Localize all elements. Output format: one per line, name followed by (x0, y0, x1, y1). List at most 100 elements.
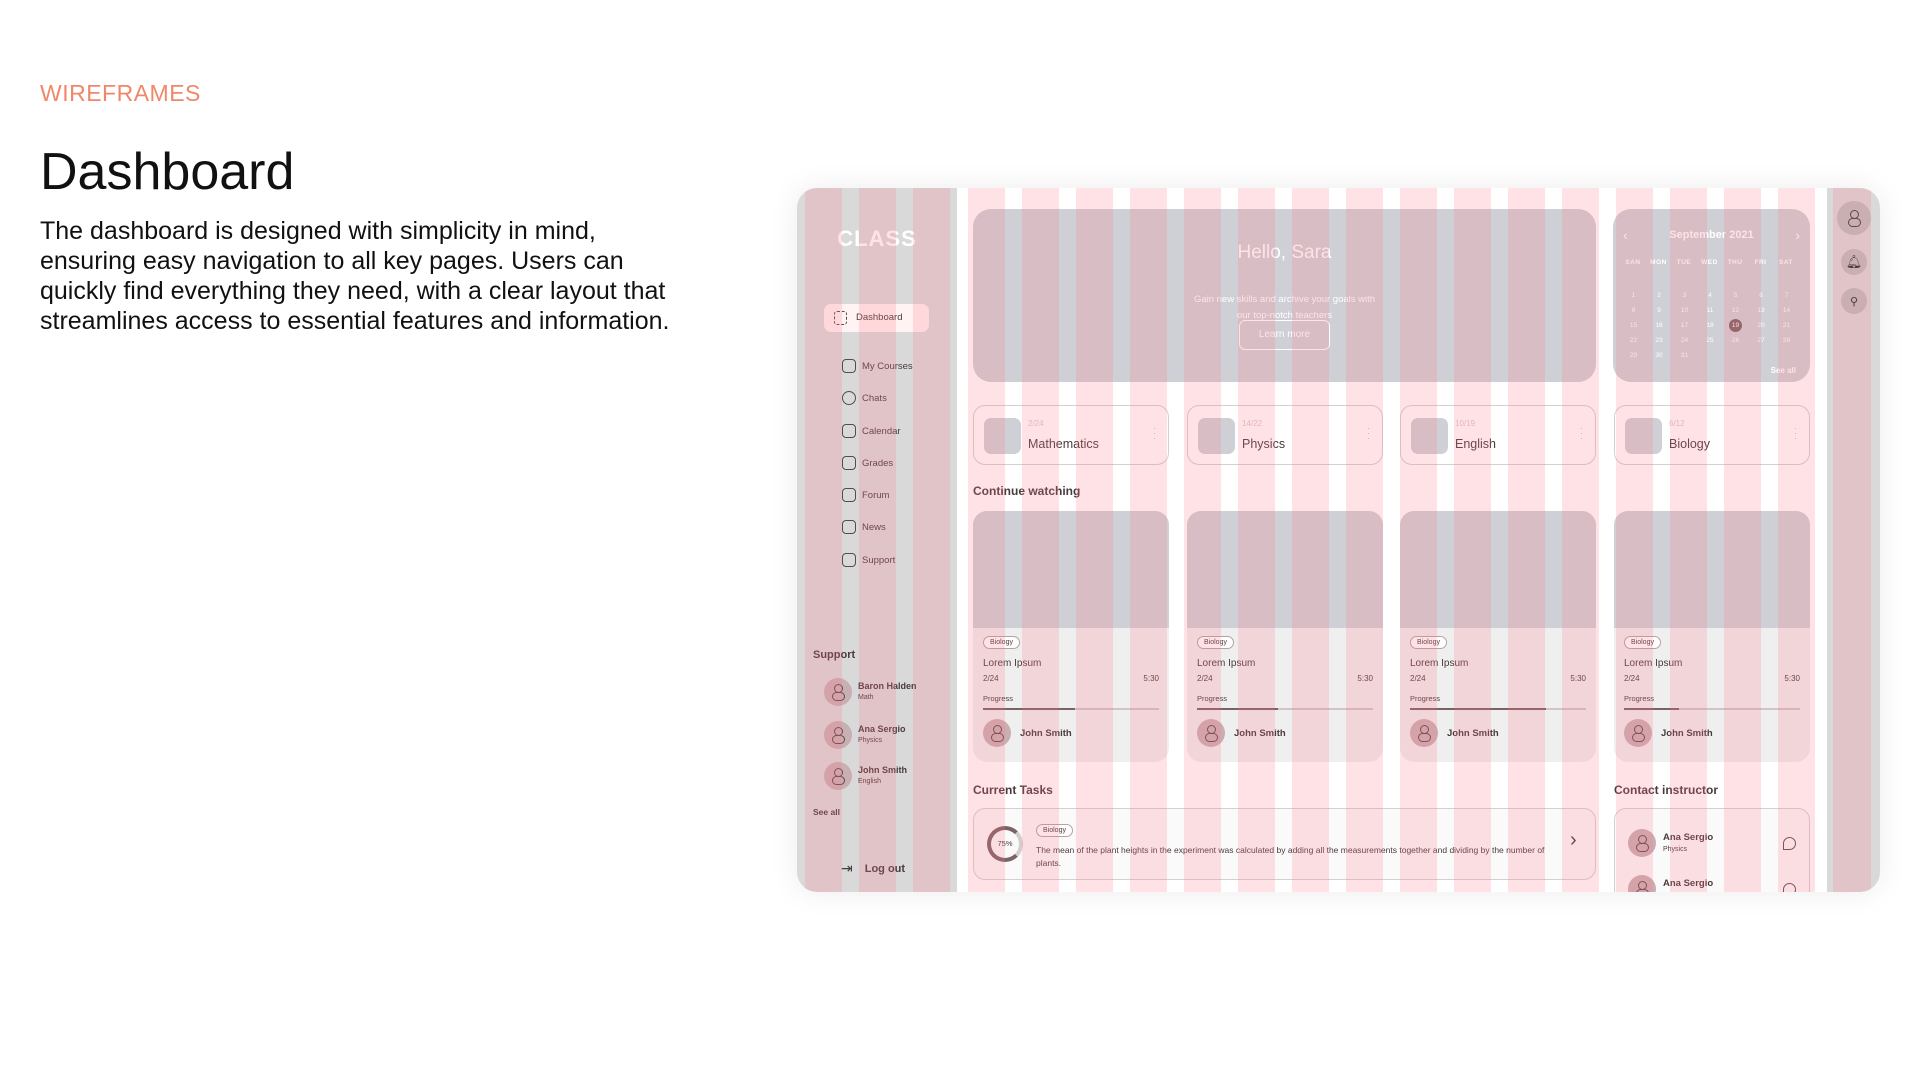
calendar-day[interactable]: 2 (1657, 292, 1661, 299)
dashboard-icon (834, 311, 847, 325)
calendar-day[interactable]: 13 (1757, 307, 1765, 314)
calendar-day[interactable]: 1 (1631, 292, 1636, 299)
calendar-day[interactable]: 23 (1655, 337, 1663, 344)
video-duration: 5:30 (1570, 674, 1586, 683)
sidebar-item-forum[interactable]: Forum (842, 487, 889, 503)
instructor-name: Ana Sergio (1663, 878, 1714, 889)
more-options-icon[interactable]: · · · (1580, 423, 1583, 443)
sidebar-item-label: Grades (862, 457, 894, 469)
sidebar-item-support[interactable]: Support (842, 552, 895, 568)
progress-label: Progress (983, 694, 1014, 703)
calendar-day[interactable]: 27 (1757, 337, 1765, 344)
notifications-button[interactable]: 🔔︎ (1841, 249, 1867, 275)
contact-name: Ana Sergio (858, 724, 906, 734)
support-contact[interactable]: Baron Halden Math (824, 678, 917, 706)
prev-month-icon[interactable]: ‹ (1623, 227, 1628, 243)
calendar-day[interactable]: 14 (1782, 307, 1791, 314)
calendar-day[interactable]: 28 (1782, 337, 1791, 344)
chat-icon (842, 391, 856, 405)
section-kicker: WIREFRAMES (40, 80, 201, 106)
avatar (1624, 719, 1652, 747)
calendar-day[interactable]: 16 (1655, 322, 1663, 329)
learn-more-button[interactable]: Learn more (1239, 320, 1330, 350)
sidebar-item-chats[interactable]: Chats (842, 390, 887, 406)
video-thumbnail (1400, 511, 1596, 628)
hero-banner: Hello, Sara Gain new skills and archive … (973, 209, 1596, 382)
sidebar-item-dashboard[interactable]: Dashboard (824, 304, 929, 332)
avatar (824, 678, 852, 706)
sidebar-item-grades[interactable]: Grades (842, 455, 893, 471)
calendar-day[interactable]: 11 (1706, 307, 1714, 314)
calendar-day[interactable]: 22 (1629, 337, 1638, 344)
contact-subject: Math (858, 694, 874, 701)
calendar-day[interactable]: 20 (1757, 322, 1765, 329)
logout-label: Log out (864, 862, 906, 875)
more-options-icon[interactable]: · · · (1794, 423, 1797, 443)
calendar-widget: ‹ › September 2021 See all SAN MON TUE WED T… (1613, 209, 1810, 382)
edit-icon (842, 520, 856, 534)
chevron-right-icon[interactable]: › (1570, 829, 1577, 851)
calendar-day[interactable]: 9 (1657, 307, 1661, 314)
course-card[interactable]: 10/19 English · · · (1400, 405, 1596, 465)
calendar-day[interactable]: 8 (1631, 307, 1636, 314)
video-title: Lorem Ipsum (1624, 658, 1683, 669)
video-card[interactable]: Biology Lorem Ipsum 2/24 5:30 Progress John S… (1400, 511, 1596, 762)
forum-icon (842, 488, 856, 502)
calendar-day[interactable]: 17 (1680, 322, 1689, 329)
hero-subtitle: Gain new skills and archive your goals w… (1193, 294, 1376, 305)
calendar-day[interactable]: 5 (1733, 292, 1738, 299)
calendar-day-selected[interactable]: 19 (1729, 319, 1742, 332)
calendar-day[interactable]: 24 (1680, 337, 1689, 344)
search-icon: ⚲ (1849, 295, 1859, 308)
sidebar-item-my-courses[interactable]: My Courses (842, 358, 913, 374)
sidebar-item-label: Dashboard (856, 312, 903, 323)
course-card[interactable]: 6/12 Biology · · · (1614, 405, 1810, 465)
profile-button[interactable] (1837, 201, 1871, 235)
task-tag: Biology (1036, 824, 1073, 837)
more-options-icon[interactable]: · · · (1153, 423, 1156, 443)
calendar-day[interactable]: 12 (1731, 307, 1740, 314)
video-card[interactable]: Biology Lorem Ipsum 2/24 5:30 Progress John S… (1187, 511, 1383, 762)
task-card[interactable]: 75% Biology The mean of the plant height… (973, 808, 1596, 880)
calendar-day[interactable]: 25 (1706, 337, 1714, 344)
next-month-icon[interactable]: › (1795, 227, 1800, 243)
video-card[interactable]: Biology Lorem Ipsum 2/24 5:30 Progress John S… (973, 511, 1169, 762)
calendar-day[interactable]: 18 (1706, 322, 1714, 329)
instructor-subject: Physics (1663, 846, 1688, 853)
see-all-link[interactable]: See all (813, 807, 840, 817)
calendar-day[interactable]: 15 (1629, 322, 1638, 329)
support-contact-info: Ana Sergio Physics (858, 724, 906, 746)
search-button[interactable]: ⚲ (1841, 288, 1867, 314)
calendar-day[interactable]: 30 (1655, 352, 1663, 359)
chat-icon[interactable] (1783, 837, 1796, 850)
calendar-day[interactable]: 31 (1680, 352, 1689, 359)
support-contact[interactable]: Ana Sergio Physics (824, 721, 906, 749)
calendar-day[interactable]: 7 (1784, 292, 1789, 299)
calendar-day[interactable]: 29 (1629, 352, 1638, 359)
logout-button[interactable]: ⇥ Log out (841, 860, 905, 877)
calendar-see-all[interactable]: See all (1770, 366, 1796, 375)
video-lesson: 2/24 (983, 674, 999, 683)
subject-tag: Biology (983, 636, 1020, 649)
more-options-icon[interactable]: · · · (1367, 423, 1370, 443)
support-contact[interactable]: John Smith English (824, 762, 907, 790)
calendar-day[interactable]: 10 (1680, 307, 1689, 314)
calendar-month: September 2021 (1669, 229, 1754, 241)
progress-label: Progress (1624, 694, 1655, 703)
calendar-day[interactable]: 26 (1731, 337, 1740, 344)
sidebar-item-calendar[interactable]: Calendar (842, 423, 901, 439)
course-card[interactable]: 14/22 Physics · · · (1187, 405, 1383, 465)
calendar-day[interactable]: 21 (1782, 322, 1791, 329)
course-card[interactable]: 2/24 Mathematics · · · (973, 405, 1169, 465)
calendar-day[interactable]: 6 (1759, 292, 1763, 299)
calendar-day[interactable]: 3 (1682, 292, 1687, 299)
sidebar-item-label: Chats (862, 392, 887, 404)
document-icon (842, 359, 856, 373)
chat-icon[interactable] (1783, 883, 1796, 892)
video-lesson: 2/24 (1410, 674, 1426, 683)
calendar-day[interactable]: 4 (1708, 292, 1712, 299)
video-card[interactable]: Biology Lorem Ipsum 2/24 5:30 Progress John S… (1614, 511, 1810, 762)
sidebar-item-news[interactable]: News (842, 519, 886, 535)
